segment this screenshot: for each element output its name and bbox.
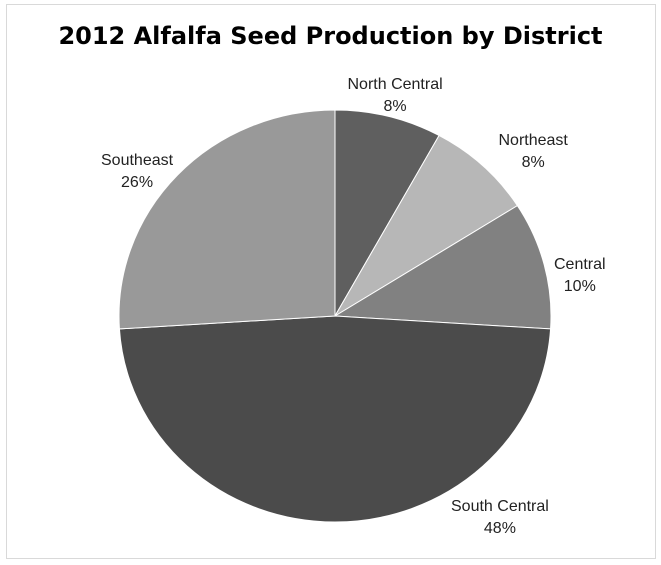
slice-label-southeast: Southeast 26% [101, 150, 173, 194]
slice-label-south-central: South Central 48% [451, 496, 549, 540]
slice-label-name: South Central [451, 498, 549, 515]
slice-label-percent: 26% [121, 174, 154, 191]
slice-label-northeast: Northeast 8% [499, 130, 568, 174]
pie-slice-northeast [334, 134, 519, 317]
pie-slice-southeast [118, 109, 336, 330]
slice-label-percent: 8% [521, 154, 545, 171]
slice-label-name: Southeast [101, 152, 174, 169]
pie-slice-north-central [334, 109, 440, 318]
chart-title: 2012 Alfalfa Seed Production by District [58, 22, 603, 50]
slice-label-percent: 48% [483, 520, 516, 537]
slice-label-name: Northeast [498, 132, 568, 149]
slice-label-percent: 8% [383, 98, 407, 115]
slice-label-central: Central 10% [554, 254, 606, 298]
pie-slice-south-central [118, 315, 552, 523]
slice-label-name: North Central [347, 76, 443, 93]
pie-slice-central [333, 204, 552, 330]
slice-label-percent: 10% [563, 278, 596, 295]
slice-label-north-central: North Central 8% [348, 74, 443, 118]
slice-label-name: Central [554, 256, 606, 273]
